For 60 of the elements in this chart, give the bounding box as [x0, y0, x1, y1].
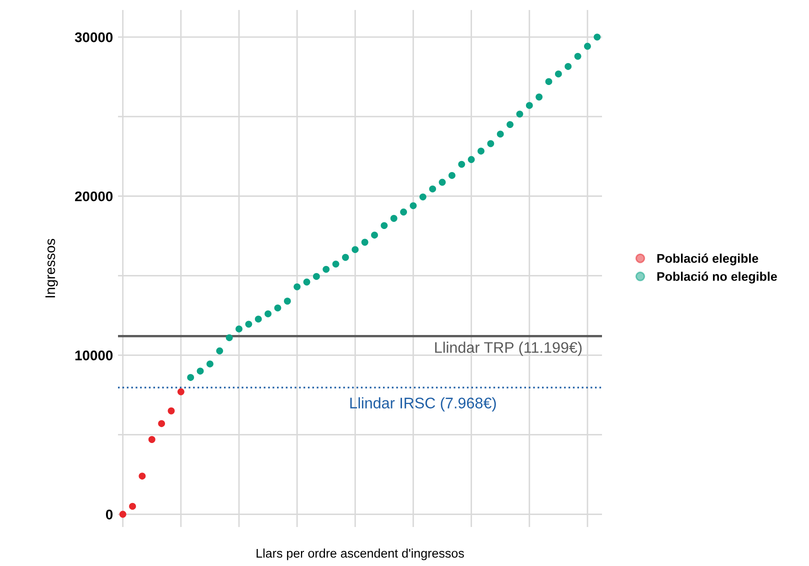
point: [594, 34, 601, 41]
point: [478, 148, 484, 155]
y-tick-label: 10000: [75, 350, 113, 360]
point: [148, 436, 156, 443]
point: [274, 304, 282, 312]
point: [236, 325, 242, 332]
point: [526, 102, 533, 109]
point: [342, 254, 349, 261]
point: [371, 232, 378, 239]
point: [419, 193, 426, 200]
point: [352, 246, 359, 254]
point: [177, 388, 184, 396]
point: [458, 160, 466, 168]
y-tick-label: 30000: [74, 32, 113, 42]
point: [303, 278, 310, 286]
point: [410, 202, 417, 210]
point: [226, 334, 233, 342]
point: [216, 347, 224, 354]
point: [332, 260, 340, 268]
y-axis-title: Ingressos: [45, 238, 58, 298]
y-tick-label: 0: [106, 510, 113, 520]
point: [438, 178, 446, 186]
point: [536, 94, 543, 100]
point: [187, 374, 194, 381]
point: [129, 502, 136, 510]
point: [294, 283, 301, 290]
point: [506, 121, 514, 128]
point: [390, 214, 398, 222]
point: [448, 172, 456, 179]
point: [574, 52, 582, 60]
point: [468, 156, 475, 164]
point: [487, 140, 494, 148]
point: [168, 407, 175, 414]
point: [380, 222, 388, 230]
point: [545, 78, 552, 86]
point: [554, 70, 562, 78]
ref-line-label: Llindar TRP (11.199€): [435, 342, 582, 356]
point: [138, 472, 146, 480]
point: [284, 298, 291, 305]
point: [584, 42, 591, 50]
legend-label: Població elegible: [657, 254, 758, 266]
point: [264, 310, 272, 318]
legend-label: Població no elegible: [657, 272, 777, 284]
point: [119, 510, 126, 518]
x-axis-title: Llars per ordre ascendent d'ingressos: [256, 548, 464, 560]
point: [254, 316, 262, 323]
y-tick-label: 20000: [75, 191, 113, 202]
ref-line-label: Llindar IRSC (7.968€): [350, 397, 496, 412]
point: [322, 266, 330, 273]
point: [245, 320, 252, 328]
point: [516, 110, 524, 118]
point: [564, 63, 572, 70]
point: [361, 238, 368, 246]
point: [158, 420, 166, 428]
point: [196, 368, 204, 375]
point: [206, 360, 214, 368]
point: [400, 208, 408, 216]
point: [496, 130, 504, 138]
point: [312, 272, 320, 280]
point: [429, 185, 436, 192]
